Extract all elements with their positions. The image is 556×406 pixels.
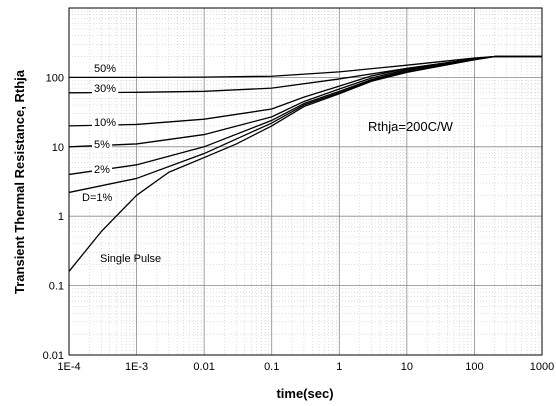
y-tick-label: 0.01	[43, 350, 64, 362]
curve-label: 30%	[94, 83, 116, 95]
tick-labels: 1E-4 1E-3 0.01 0.1 1 10 100 1000 0.01 0.1 1 10 100	[43, 72, 555, 373]
y-tick-label: 1	[58, 211, 64, 223]
curve-label-background	[92, 116, 119, 130]
curve-label: Single Pulse	[100, 253, 161, 265]
curve-label-background	[92, 62, 119, 76]
x-axis-title: time(sec)	[276, 386, 333, 401]
y-tick-label: 0.1	[49, 281, 64, 293]
curve-label: 5%	[94, 139, 110, 151]
y-axis-title: Transient Thermal Resistance, Rthja	[12, 69, 27, 294]
curve-label: 50%	[94, 63, 116, 75]
x-tick-label: 1000	[530, 361, 554, 373]
curve-label: 10%	[94, 117, 116, 129]
x-tick-label: 10	[401, 361, 413, 373]
plot-frame	[68, 7, 543, 356]
x-tick-label: 100	[465, 361, 483, 373]
curve-label-background	[92, 163, 113, 177]
x-tick-label: 1	[336, 361, 342, 373]
curve-label-background	[80, 191, 115, 205]
x-tick-label: 1E-3	[125, 361, 148, 373]
series-line	[68, 55, 542, 148]
curve-label: D=1%	[82, 192, 112, 204]
curve-labels: 50% 30% 10% 5% 2% D=1% Single Pulse	[80, 62, 161, 265]
y-tick-label: 100	[46, 72, 64, 84]
series-lines	[68, 55, 542, 272]
x-tick-label: 0.1	[264, 361, 279, 373]
curve-label-background	[92, 138, 113, 152]
curve-label: 2%	[94, 164, 110, 176]
curve-label-background	[92, 82, 119, 96]
annotation-rthja: Rthja=200C/W	[368, 119, 454, 134]
series-line	[68, 55, 542, 127]
x-tick-label: 1E-4	[57, 361, 80, 373]
series-line	[68, 55, 542, 272]
x-tick-label: 0.01	[193, 361, 214, 373]
y-tick-label: 10	[52, 142, 64, 154]
